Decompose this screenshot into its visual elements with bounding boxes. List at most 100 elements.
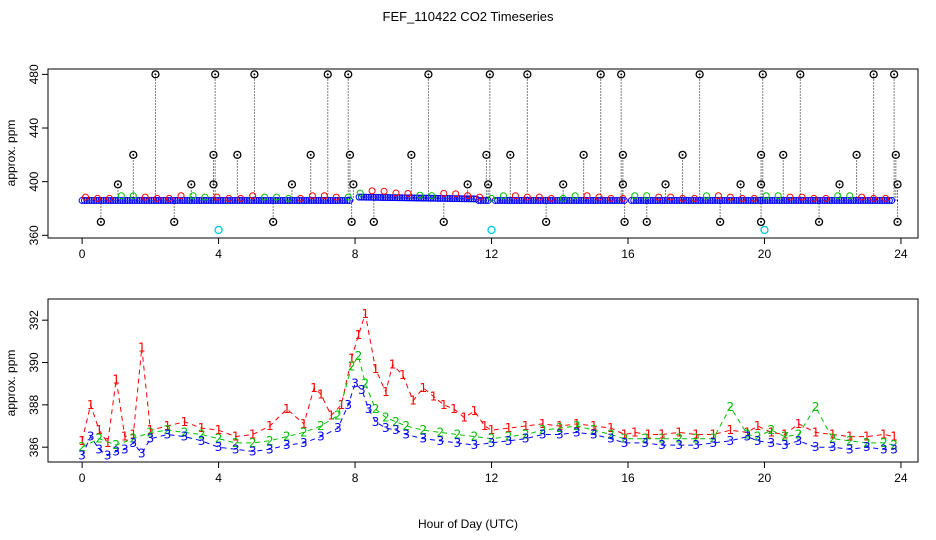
top-accent-point	[583, 192, 591, 200]
top-blue-point	[422, 194, 430, 202]
series-1-marker: 1	[348, 351, 356, 365]
series-1-marker: 1	[645, 427, 653, 441]
top-outlier-point	[345, 150, 355, 159]
top-outlier-point	[347, 217, 356, 227]
top-blue-point	[833, 196, 841, 204]
series-1-marker: 1	[198, 421, 206, 435]
top-blue-point	[319, 196, 327, 204]
top-outlier-point-center	[739, 183, 742, 186]
top-blue-point	[102, 196, 110, 204]
series-3-marker: 3	[78, 449, 86, 463]
top-outlier-point	[618, 180, 628, 189]
series-1-marker: 1	[621, 427, 629, 441]
series-3-marker: 3	[675, 438, 683, 452]
top-blue-point	[842, 196, 850, 204]
top-blue-point	[639, 196, 647, 204]
top-blue-point	[857, 196, 865, 204]
series-2-marker: 2	[392, 415, 400, 429]
series-2-marker: 2	[112, 438, 120, 452]
series-2-marker: 2	[249, 436, 257, 450]
top-accent-point	[667, 193, 675, 201]
bottom-x-tick-label: 24	[894, 471, 908, 485]
top-blue-point	[178, 196, 186, 204]
top-blue-point	[840, 196, 848, 204]
top-blue-point	[525, 196, 533, 204]
top-y-tick-label: 440	[27, 118, 41, 138]
top-y-axis-label: approx. ppm	[4, 120, 18, 187]
top-blue-point	[202, 196, 210, 204]
series-1-marker: 1	[539, 417, 547, 431]
bottom-x-tick-label: 8	[352, 471, 359, 485]
series-2-marker: 2	[573, 419, 581, 433]
series-1-marker: 1	[327, 408, 335, 422]
top-accent-point	[762, 192, 770, 200]
top-blue-point	[288, 196, 296, 204]
top-blue-point	[243, 196, 251, 204]
top-outlier-point	[187, 180, 196, 189]
series-3-marker: 3	[232, 442, 240, 456]
top-accent-point	[153, 194, 161, 202]
top-blue-point	[491, 196, 499, 204]
series-1-marker: 1	[87, 398, 95, 412]
top-blue-point	[728, 196, 736, 204]
top-blue-point	[181, 196, 189, 204]
top-accent-point	[416, 191, 424, 199]
series-2-marker: 2	[419, 423, 427, 437]
top-accent-point	[655, 193, 663, 201]
top-outlier-point	[835, 180, 844, 189]
series-1-marker: 1	[310, 381, 318, 395]
top-blue-point	[386, 194, 394, 202]
top-accent-point	[882, 194, 890, 202]
top-outlier-point-center	[896, 183, 899, 186]
top-y-tick-label: 400	[27, 171, 41, 191]
top-accent-point	[404, 189, 412, 197]
top-blue-point	[565, 196, 573, 204]
top-blue-point	[577, 196, 585, 204]
top-outlier-point-center	[350, 220, 353, 223]
series-3-marker: 3	[590, 427, 598, 441]
series-3-marker: 3	[522, 432, 530, 446]
top-blue-point	[544, 196, 552, 204]
series-2-marker: 2	[355, 349, 363, 363]
series-1-marker: 1	[355, 328, 363, 342]
top-outlier-point	[287, 180, 297, 189]
top-blue-point	[245, 196, 253, 204]
top-blue-point	[190, 196, 198, 204]
top-outlier-point	[463, 180, 472, 189]
series-2-marker: 2	[675, 432, 683, 446]
series-2-marker: 2	[454, 427, 462, 441]
top-blue-point	[116, 196, 124, 204]
top-outlier-point	[618, 150, 628, 159]
top-blue-point	[589, 196, 597, 204]
series-3-marker: 3	[744, 430, 752, 444]
top-outlier-point-center	[526, 73, 529, 76]
series-3-marker: 3	[317, 430, 325, 444]
series-3-marker: 3	[249, 444, 257, 458]
series-1-marker: 1	[409, 394, 417, 408]
top-blue-point	[850, 196, 858, 204]
top-blue-point	[109, 196, 117, 204]
series-2-marker: 2	[334, 408, 342, 422]
top-blue-point	[515, 196, 523, 204]
top-accent-point	[296, 194, 304, 202]
series-3-marker: 3	[392, 423, 400, 437]
series-3-marker: 3	[181, 430, 189, 444]
top-accent-point	[786, 193, 794, 201]
series-1-line	[81, 313, 895, 445]
top-blue-point	[888, 196, 896, 204]
top-blue-point	[305, 196, 313, 204]
series-2-marker: 2	[147, 425, 155, 439]
top-outlier-point-center	[760, 183, 763, 186]
top-accent-point	[631, 192, 639, 200]
top-blue-point	[694, 196, 702, 204]
series-3-marker: 3	[846, 442, 854, 456]
bottom-y-axis-label: approx. ppm	[4, 350, 18, 417]
top-outlier-point-center	[599, 73, 602, 76]
top-blue-point	[666, 196, 674, 204]
top-blue-point	[654, 196, 662, 204]
top-accent-point	[392, 189, 400, 197]
top-outlier-point-center	[509, 153, 512, 156]
top-blue-point	[852, 196, 860, 204]
top-accent-point	[476, 193, 484, 201]
